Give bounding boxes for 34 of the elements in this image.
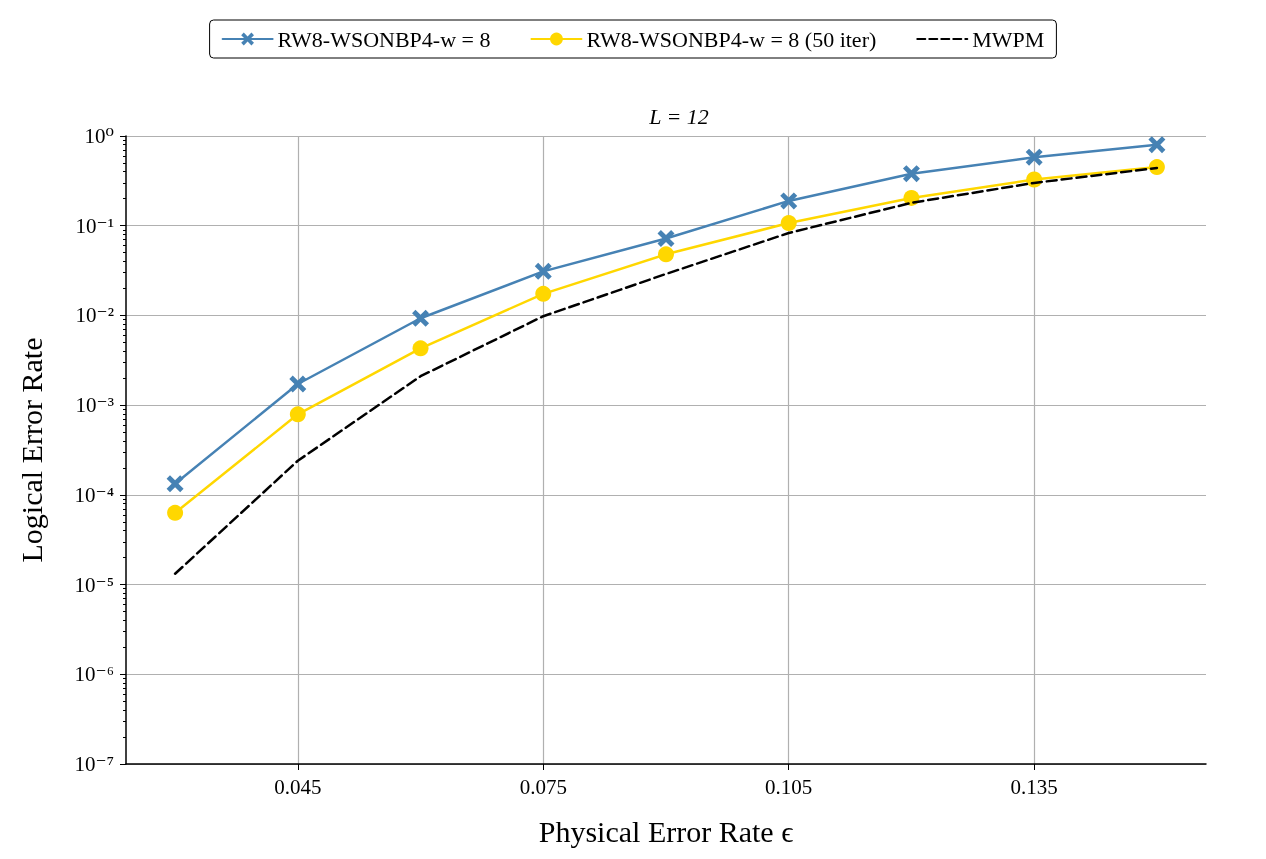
point (166, 475, 184, 493)
point (412, 309, 430, 327)
point (289, 406, 306, 423)
legend-label: MWPM (972, 26, 1045, 52)
point (902, 165, 920, 183)
legend-label: RW8-WSONBP4-w = 8 (50 iter) (586, 26, 877, 52)
point (780, 215, 797, 232)
y-tick-label: 10⁻⁶ (74, 662, 114, 687)
y-axis-title: Logical Error Rate (14, 337, 48, 563)
x-tick-label: 0.045 (274, 774, 322, 799)
point (658, 246, 674, 263)
point (412, 340, 429, 357)
y-tick-label: 10⁰ (84, 124, 114, 148)
y-tick-label: 10⁻² (75, 303, 114, 328)
x-tick-label: 0.075 (519, 774, 567, 799)
y-tick-label: 10⁻⁵ (74, 572, 114, 597)
point (167, 504, 184, 521)
legend-label: RW8-WSONBP4-w = 8 (277, 26, 491, 52)
x-axis-title: Physical Error Rate ϵ (538, 814, 794, 848)
point (780, 192, 798, 210)
y-tick-label: 10⁻¹ (75, 213, 114, 238)
y-tick-label: 10⁻³ (75, 393, 114, 418)
point (289, 375, 307, 393)
chart-title: L = 12 (648, 103, 709, 129)
point (1148, 159, 1165, 176)
point (1148, 136, 1166, 154)
point (1025, 148, 1043, 166)
y-tick-label: 10⁻⁷ (74, 752, 114, 776)
x-tick-label: 0.105 (765, 774, 813, 799)
point (657, 230, 675, 248)
point (534, 262, 552, 280)
y-tick-label: 10⁻⁴ (74, 482, 114, 507)
point (535, 285, 552, 302)
x-tick-label: 0.135 (1010, 774, 1058, 799)
